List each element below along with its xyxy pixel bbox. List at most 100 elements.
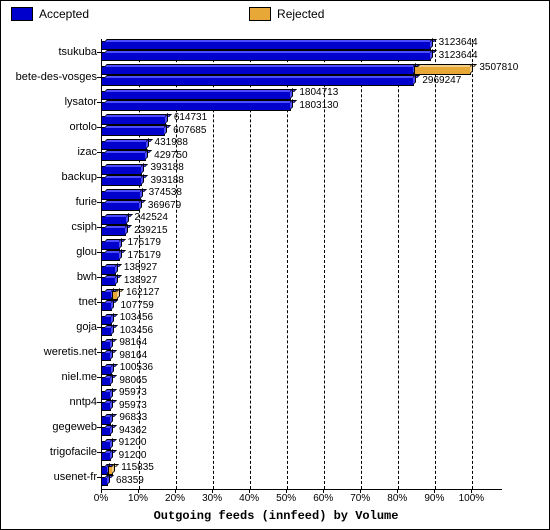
value-label: 1804713 — [299, 87, 338, 98]
swatch-accepted — [11, 7, 33, 21]
bar-segment — [101, 377, 111, 386]
category-row: tnet162127107759 — [101, 289, 501, 314]
bar-segment — [101, 141, 147, 150]
bar-segment — [101, 241, 120, 250]
bar-segment — [101, 302, 112, 311]
bar-segment — [101, 266, 116, 275]
bar-segment — [101, 177, 142, 186]
legend-rejected-label: Rejected — [277, 7, 324, 21]
legend: Accepted Rejected — [11, 7, 324, 21]
category-label: nntp4 — [69, 396, 97, 408]
value-label: 431988 — [155, 137, 188, 148]
category-label: lysator — [65, 96, 97, 108]
category-row: ortolo614731607685 — [101, 114, 501, 139]
x-tick-label: 10% — [128, 493, 148, 504]
value-label: 100536 — [120, 362, 153, 373]
bar-segment — [101, 341, 111, 350]
bar-segment — [101, 441, 111, 450]
chart-container: Accepted Rejected 0%10%20%30%40%50%60%70… — [0, 0, 550, 530]
x-tick-label: 90% — [424, 493, 444, 504]
bar-segment — [101, 66, 414, 75]
bar-segment — [101, 416, 111, 425]
bar-segment — [101, 352, 111, 361]
category-row: weretis.net9816498164 — [101, 339, 501, 364]
value-label: 115835 — [121, 462, 154, 473]
x-tick-label: 50% — [276, 493, 296, 504]
category-label: glou — [76, 246, 97, 258]
x-tick-label: 100% — [459, 493, 485, 504]
value-label: 3507810 — [479, 62, 518, 73]
bar-segment — [101, 291, 112, 300]
value-label: 98164 — [119, 350, 147, 361]
category-row: izac431988429750 — [101, 139, 501, 164]
bar-segment — [101, 116, 166, 125]
bar-segment — [101, 152, 146, 161]
value-label: 242524 — [135, 212, 168, 223]
value-label: 95973 — [119, 387, 147, 398]
bar-segment — [101, 252, 120, 261]
category-label: backup — [62, 171, 97, 183]
category-row: tsukuba31236443123644 — [101, 39, 501, 64]
category-row: niel.me10053698065 — [101, 364, 501, 389]
bar-segment — [101, 91, 291, 100]
value-label: 103456 — [120, 312, 153, 323]
value-label: 98164 — [119, 337, 147, 348]
category-row: backup393188393188 — [101, 164, 501, 189]
bar-segment — [101, 102, 291, 111]
value-label: 369679 — [148, 200, 181, 211]
value-label: 96833 — [119, 412, 147, 423]
bar-segment — [101, 52, 431, 61]
category-label: gegeweb — [52, 421, 97, 433]
bar-segment — [101, 216, 127, 225]
category-row: furie374538369679 — [101, 189, 501, 214]
swatch-rejected — [249, 7, 271, 21]
legend-rejected: Rejected — [249, 7, 324, 21]
x-tick-label: 20% — [165, 493, 185, 504]
value-label: 393188 — [150, 175, 183, 186]
category-label: goja — [76, 321, 97, 333]
bar-segment — [101, 316, 112, 325]
category-row: bete-des-vosges35078102969247 — [101, 64, 501, 89]
bar-segment — [101, 391, 111, 400]
category-row: usenet-fr11583568359 — [101, 464, 501, 489]
value-label: 94362 — [119, 425, 147, 436]
category-label: ortolo — [69, 121, 97, 133]
category-label: niel.me — [62, 371, 97, 383]
category-row: gegeweb9683394362 — [101, 414, 501, 439]
x-tick-label: 40% — [239, 493, 259, 504]
bar-segment — [101, 366, 112, 375]
value-label: 239215 — [134, 225, 167, 236]
bar-segment — [101, 477, 108, 486]
category-row: csiph242524239215 — [101, 214, 501, 239]
bar-segment — [101, 77, 414, 86]
bar-segment — [101, 466, 108, 475]
value-label: 3123644 — [439, 37, 478, 48]
bar-segment — [101, 41, 431, 50]
x-tick-label: 70% — [350, 493, 370, 504]
value-label: 138927 — [124, 262, 157, 273]
value-label: 162127 — [126, 287, 159, 298]
bar-segment — [101, 452, 111, 461]
category-row: bwh138927138927 — [101, 264, 501, 289]
value-label: 607685 — [173, 125, 206, 136]
category-label: tsukuba — [58, 46, 97, 58]
bar-segment — [101, 191, 141, 200]
value-label: 1803130 — [299, 100, 338, 111]
category-row: trigofacile9120091200 — [101, 439, 501, 464]
value-label: 107759 — [120, 300, 153, 311]
category-row: nntp49597395973 — [101, 389, 501, 414]
bar-segment — [101, 277, 116, 286]
category-label: weretis.net — [44, 346, 97, 358]
x-tick-label: 80% — [387, 493, 407, 504]
category-label: csiph — [71, 221, 97, 233]
legend-accepted-label: Accepted — [39, 7, 89, 21]
category-label: tnet — [79, 296, 97, 308]
value-label: 393188 — [150, 162, 183, 173]
x-tick-label: 30% — [202, 493, 222, 504]
category-label: trigofacile — [50, 446, 97, 458]
value-label: 91200 — [119, 450, 147, 461]
category-label: izac — [77, 146, 97, 158]
category-label: furie — [76, 196, 97, 208]
value-label: 374538 — [149, 187, 182, 198]
value-label: 2969247 — [422, 75, 461, 86]
